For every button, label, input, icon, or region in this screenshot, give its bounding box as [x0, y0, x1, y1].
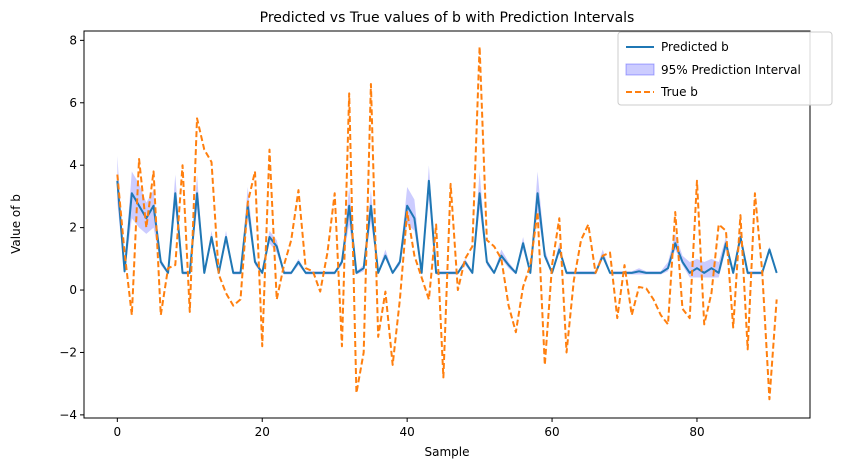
- series-line-predicted-b: [116, 179, 778, 274]
- axes-frame: [83, 30, 811, 419]
- y-tick-label: 4: [69, 158, 77, 172]
- legend-interval-swatch: [625, 63, 655, 76]
- chart-title: Predicted vs True values of b with Predi…: [260, 10, 635, 26]
- y-tick-label: −4: [59, 408, 77, 422]
- plot-area: [116, 45, 778, 401]
- x-tick-label: 40: [400, 425, 415, 439]
- x-axis-label: Sample: [425, 445, 470, 459]
- y-axis-label: Value of b: [9, 194, 23, 254]
- y-tick-label: 6: [69, 96, 77, 110]
- axis-ticks: 0 20 40 60 80 −4 −2 0 2 4 6 8: [59, 33, 704, 439]
- x-tick-label: 0: [114, 425, 122, 439]
- series-line-true-b: [116, 45, 778, 401]
- x-tick-label: 80: [689, 425, 704, 439]
- legend-true-label: True b: [660, 85, 698, 99]
- x-tick-label: 20: [255, 425, 270, 439]
- legend-box: [617, 31, 833, 106]
- legend: Predicted b 95% Prediction Interval True…: [617, 31, 833, 106]
- x-tick-label: 60: [544, 425, 559, 439]
- y-tick-label: −2: [59, 345, 77, 359]
- y-tick-label: 0: [69, 283, 77, 297]
- legend-interval-label: 95% Prediction Interval: [661, 63, 801, 77]
- legend-predicted-label: Predicted b: [661, 40, 729, 54]
- y-tick-label: 8: [69, 33, 77, 47]
- y-tick-label: 2: [69, 221, 77, 235]
